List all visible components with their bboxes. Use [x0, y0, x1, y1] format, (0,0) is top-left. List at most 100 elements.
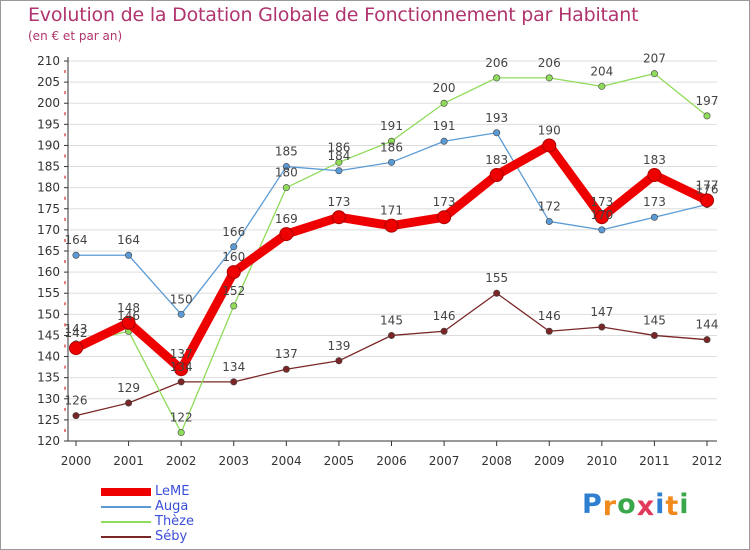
- proxiti-logo: Proxiti: [582, 489, 690, 522]
- data-label: 169: [275, 212, 298, 226]
- data-point: [437, 210, 452, 225]
- data-label: 160: [222, 250, 245, 264]
- data-point: [387, 158, 395, 166]
- data-label: 200: [433, 81, 456, 95]
- data-point: [335, 357, 343, 365]
- data-point: [598, 82, 606, 90]
- data-point: [545, 74, 553, 82]
- y-tick-label: 120: [37, 434, 60, 448]
- data-label: 155: [485, 271, 508, 285]
- data-label: 191: [433, 119, 456, 133]
- data-label: 185: [275, 145, 298, 159]
- data-label: 164: [65, 233, 88, 247]
- data-label: 152: [222, 284, 245, 298]
- data-label: 145: [380, 313, 403, 327]
- data-label: 204: [590, 64, 613, 78]
- data-label: 173: [590, 195, 613, 209]
- data-label: 137: [275, 347, 298, 361]
- x-tick-label: 2010: [587, 454, 618, 468]
- data-label: 164: [117, 233, 140, 247]
- legend-swatch: [101, 488, 151, 496]
- data-label: 177: [696, 178, 719, 192]
- data-point: [387, 137, 395, 145]
- data-label: 173: [643, 195, 666, 209]
- data-point: [72, 251, 80, 259]
- x-tick-label: 2003: [218, 454, 249, 468]
- legend-label: Auga: [155, 499, 189, 514]
- x-tick-label: 2012: [692, 454, 723, 468]
- data-label: 180: [275, 166, 298, 180]
- y-tick-label: 180: [37, 181, 60, 195]
- y-tick-label: 185: [37, 160, 60, 174]
- logo-letter: i: [655, 489, 666, 520]
- legend-item: Séby: [101, 529, 261, 545]
- data-label: 186: [327, 140, 350, 154]
- series-auga: [72, 129, 711, 318]
- x-tick-label: 2002: [166, 454, 197, 468]
- data-point: [440, 137, 448, 145]
- y-tick-label: 170: [37, 223, 60, 237]
- y-tick-label: 150: [37, 307, 60, 321]
- data-point: [335, 158, 343, 166]
- data-point: [493, 74, 501, 82]
- data-label: 183: [485, 153, 508, 167]
- y-tick-label: 175: [37, 202, 60, 216]
- data-label: 193: [485, 111, 508, 125]
- data-point: [650, 70, 658, 78]
- series-sby: [72, 289, 711, 420]
- logo-letter: t: [665, 491, 680, 522]
- y-tick-label: 155: [37, 286, 60, 300]
- data-point: [387, 331, 395, 339]
- data-point: [703, 336, 711, 344]
- data-point: [598, 226, 606, 234]
- data-point: [440, 327, 448, 335]
- data-point: [125, 251, 133, 259]
- y-tick-label: 200: [37, 96, 60, 110]
- y-tick-label: 125: [37, 413, 60, 427]
- data-label: 142: [65, 326, 88, 340]
- data-point: [230, 302, 238, 310]
- data-point: [72, 412, 80, 420]
- chart-title: Evolution de la Dotation Globale de Fonc…: [28, 4, 639, 26]
- data-label: 173: [433, 195, 456, 209]
- data-point: [331, 210, 346, 225]
- data-label: 207: [643, 52, 666, 66]
- legend-label: Séby: [155, 529, 188, 544]
- x-tick-label: 2005: [324, 454, 355, 468]
- legend-swatch: [101, 521, 151, 523]
- data-point: [594, 210, 609, 225]
- data-label: 190: [538, 123, 561, 137]
- data-point: [493, 289, 501, 297]
- legend: LeME Auga Thèze Séby: [101, 484, 261, 545]
- y-tick-label: 130: [37, 392, 60, 406]
- data-label: 137: [170, 347, 193, 361]
- legend-item: Auga: [101, 499, 261, 515]
- data-point: [703, 112, 711, 120]
- y-tick-label: 210: [37, 54, 60, 68]
- data-point: [177, 378, 185, 386]
- data-point: [700, 193, 714, 208]
- data-label: 147: [590, 305, 613, 319]
- data-point: [279, 227, 294, 242]
- legend-label: LeME: [155, 484, 190, 499]
- data-point: [335, 167, 343, 175]
- data-label: 166: [222, 225, 245, 239]
- logo-letter: P: [582, 489, 603, 520]
- data-point: [647, 168, 662, 182]
- data-point: [226, 265, 241, 280]
- data-point: [489, 168, 504, 182]
- legend-swatch: [101, 536, 151, 538]
- data-point: [125, 399, 133, 407]
- data-label: 172: [538, 199, 561, 213]
- data-point: [174, 362, 189, 377]
- data-label: 197: [696, 94, 719, 108]
- data-label: 206: [538, 56, 561, 70]
- data-point: [230, 378, 238, 386]
- data-label: 170: [590, 208, 613, 222]
- y-tick-label: 145: [37, 328, 60, 342]
- x-tick-label: 2001: [113, 454, 144, 468]
- x-tick-label: 2000: [61, 454, 92, 468]
- data-label: 148: [117, 301, 140, 315]
